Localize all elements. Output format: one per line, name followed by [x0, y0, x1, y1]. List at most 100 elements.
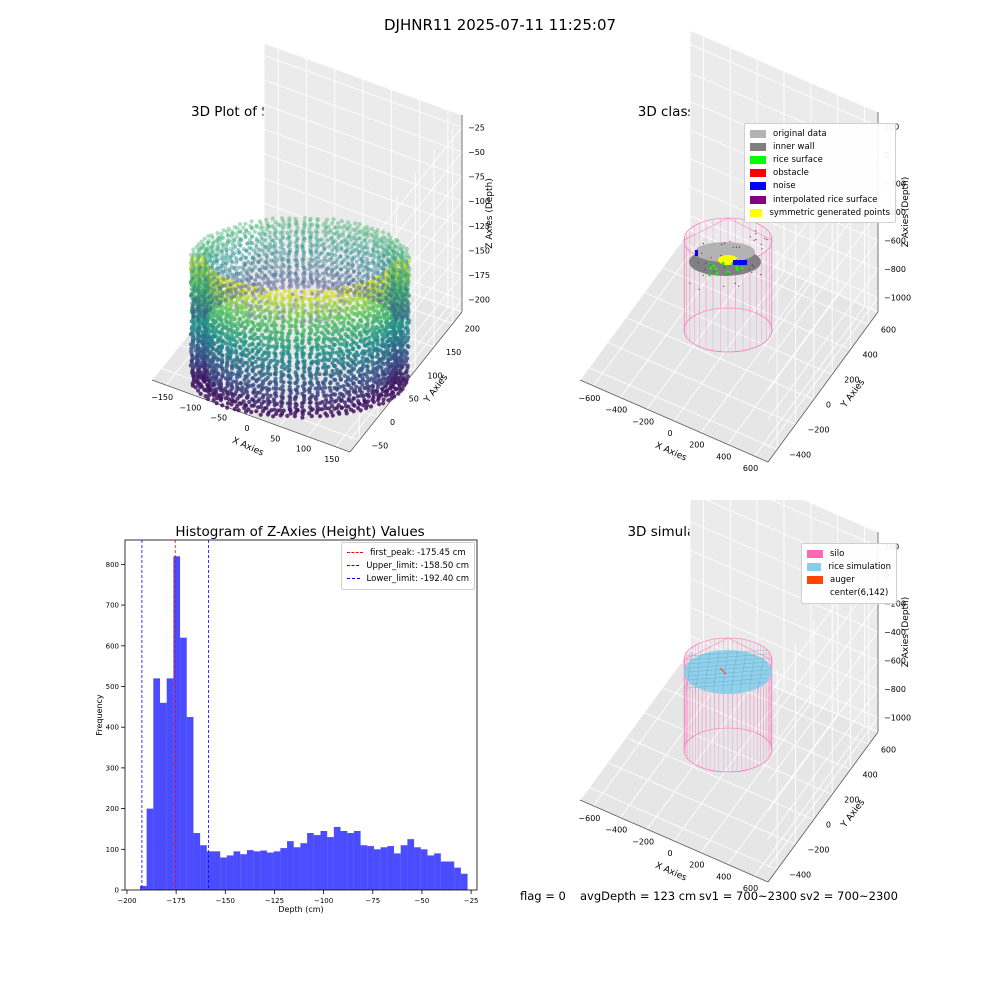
simulation-3d-plot[interactable]: −600−400−2000200400600−400−2000200400600… — [500, 500, 1000, 920]
raw-data-point — [281, 308, 286, 313]
raw-data-point — [266, 248, 271, 253]
raw-data-point — [368, 306, 373, 311]
cls-interpolated-point — [702, 242, 704, 245]
raw-data-point — [219, 235, 224, 240]
raw-data-point — [199, 239, 204, 244]
raw-data-point — [330, 403, 335, 408]
raw-data-point — [190, 368, 195, 373]
raw-data-point — [394, 295, 399, 300]
raw-data-point — [404, 250, 409, 255]
raw-data-point — [225, 347, 230, 352]
raw-data-point — [330, 368, 335, 374]
raw-data-point — [296, 360, 301, 365]
raw-data-point — [263, 260, 268, 265]
histogram-legend-swatch — [347, 552, 363, 554]
raw-data-point — [287, 342, 292, 347]
raw-data-point — [217, 351, 222, 356]
raw-data-point — [316, 244, 321, 249]
histogram-legend-swatch — [347, 578, 360, 580]
raw-data-point — [323, 226, 328, 231]
raw-data-point — [290, 292, 295, 297]
raw-data-point — [188, 260, 193, 265]
histogram-bar — [434, 853, 441, 890]
raw-data-point — [315, 404, 320, 409]
cls-noise-points — [733, 260, 747, 265]
raw-data-point — [386, 245, 391, 250]
simulation-legend-swatch — [807, 575, 823, 584]
raw-data-point — [357, 236, 363, 241]
raw-data-point — [367, 313, 372, 318]
raw-data-point — [221, 261, 226, 266]
raw-data-point — [320, 380, 325, 385]
raw-data-point — [215, 272, 220, 277]
raw-data-point — [308, 277, 314, 282]
raw-data-point — [271, 397, 277, 402]
raw-data-point — [395, 239, 400, 244]
raw-data-point — [380, 350, 385, 355]
raw-data-point — [216, 241, 221, 246]
raw-data-point — [349, 258, 355, 263]
raw-data-point — [213, 302, 218, 307]
raw-data-point — [314, 318, 318, 322]
raw-data-point — [229, 402, 234, 407]
raw-data-point — [320, 407, 325, 412]
raw-data-point — [376, 284, 381, 289]
raw-data-point — [405, 289, 410, 294]
raw-data-point — [191, 276, 196, 281]
raw-data-point — [233, 343, 238, 348]
raw-data-point — [259, 241, 265, 246]
raw-data-point — [330, 267, 335, 272]
raw-data-point — [258, 346, 263, 352]
raw-data-point — [255, 322, 261, 327]
raw-data-point — [226, 274, 231, 279]
raw-data-point — [224, 319, 229, 324]
raw-x-axis-label: X Axies — [231, 436, 266, 459]
raw-data-point — [377, 255, 382, 260]
raw-data-point — [381, 247, 386, 252]
raw-data-point — [239, 310, 245, 315]
histogram-bar — [353, 830, 361, 890]
raw-data-point — [211, 398, 216, 403]
raw-data-point — [258, 286, 262, 291]
raw-data-point — [232, 245, 237, 250]
classify-3d-plot[interactable]: −600−400−2000200400600−400−2000200400600… — [500, 0, 1000, 500]
raw-data-point — [219, 249, 224, 254]
raw-data-point — [334, 405, 340, 410]
raw-data-point — [189, 278, 195, 283]
raw-data-point — [378, 300, 383, 305]
raw-data-point — [225, 233, 231, 238]
raw-data-point — [247, 399, 252, 405]
raw-data-point — [344, 254, 349, 259]
raw-data-point — [285, 230, 290, 236]
raw-data-point — [281, 236, 286, 241]
raw-data-point — [345, 269, 350, 274]
sim-x-tick-label: −200 — [632, 837, 654, 846]
raw-data-point — [323, 280, 328, 285]
raw-data-point — [247, 230, 252, 236]
raw-data-point — [258, 412, 263, 417]
raw-data-point — [265, 396, 270, 401]
raw-data-point — [365, 260, 370, 265]
raw-data-point — [316, 255, 321, 260]
histogram-x-tick-label: −125 — [265, 897, 284, 905]
raw-data-point — [273, 241, 278, 246]
raw-data-point — [405, 309, 410, 314]
raw-data-point — [322, 245, 327, 251]
raw-data-point — [308, 275, 313, 280]
raw-data-point — [227, 267, 232, 272]
raw-data-point — [287, 367, 292, 372]
raw-data-point — [398, 246, 403, 251]
raw-data-point — [219, 263, 224, 268]
raw-data-point — [383, 377, 388, 382]
raw-data-point — [314, 401, 319, 406]
raw-data-point — [278, 265, 283, 270]
raw-data-point — [191, 311, 196, 316]
raw-data-point — [262, 280, 267, 286]
raw-data-point — [273, 296, 278, 301]
raw-data-point — [294, 222, 299, 227]
cls-interpolated-point — [755, 230, 757, 232]
raw-data-point — [336, 235, 341, 240]
raw-x-axis-line — [151, 379, 351, 453]
sim-y-tick-label: 0 — [826, 821, 831, 830]
raw-3d-plot[interactable]: −150−100−50050100150−50050100150200−25−5… — [0, 0, 500, 500]
